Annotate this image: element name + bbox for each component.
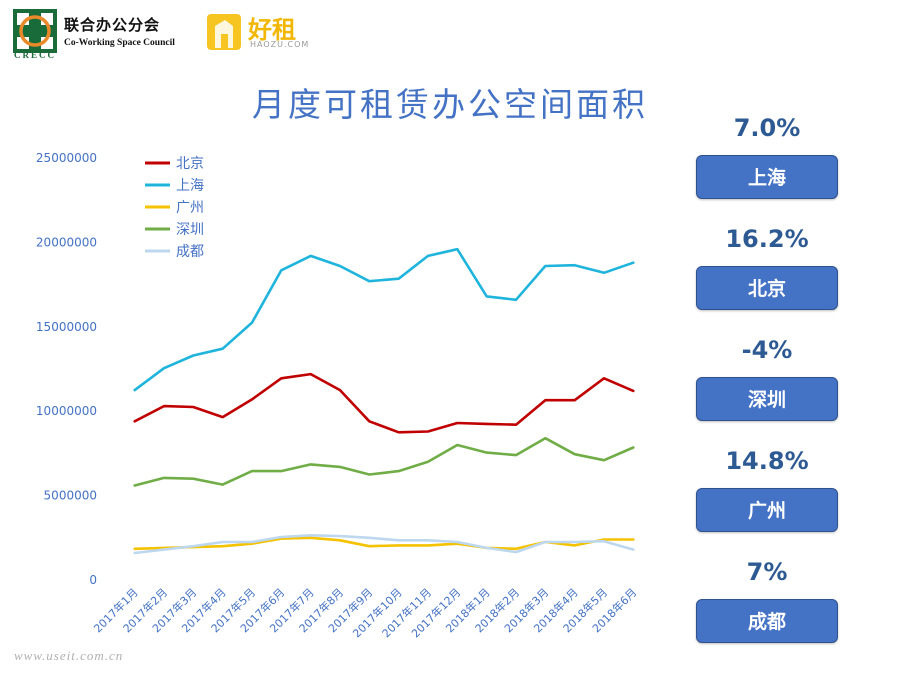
city-button[interactable]: 成都 — [696, 599, 838, 643]
growth-card: 7.0% 上海 — [696, 111, 838, 199]
city-button[interactable]: 上海 — [696, 155, 838, 199]
y-tick-label: 0 — [89, 573, 97, 587]
header: 联合办公分会 Co-Working Space Council CRECC 好租… — [0, 0, 900, 70]
y-tick-label: 20000000 — [36, 235, 97, 249]
line-chart: 0 5000000 10000000 15000000 20000000 25000000… — [36, 151, 640, 640]
growth-card: 7% 成都 — [696, 555, 838, 643]
org-name-en: Co-Working Space Council — [64, 38, 175, 48]
crecc-logo-icon — [13, 9, 57, 53]
growth-card: 16.2% 北京 — [696, 222, 838, 310]
watermark: www.useit.com.cn — [14, 648, 124, 663]
legend-label-shenzhen: 深圳 — [176, 222, 204, 238]
haozu-logo-icon — [207, 14, 241, 50]
city-button[interactable]: 深圳 — [696, 377, 838, 421]
growth-percent: 7% — [746, 558, 788, 586]
y-tick-label: 15000000 — [36, 320, 97, 334]
growth-percent: 14.8% — [725, 447, 809, 475]
org-abbr: CRECC — [14, 50, 57, 60]
partner-name: 好租 — [248, 16, 296, 44]
org-name: 联合办公分会 — [64, 16, 161, 34]
y-tick-label: 5000000 — [44, 489, 97, 503]
growth-percent: -4% — [741, 336, 793, 364]
legend-label-chengdu: 成都 — [176, 244, 204, 260]
partner-domain: HAOZU.COM — [250, 40, 310, 49]
city-button[interactable]: 广州 — [696, 488, 838, 532]
legend-label-shanghai: 上海 — [176, 178, 204, 194]
series-line-shanghai — [133, 247, 635, 392]
y-tick-label: 25000000 — [36, 151, 97, 165]
chart-title: 月度可租赁办公空间面积 — [252, 85, 648, 124]
city-button[interactable]: 北京 — [696, 266, 838, 310]
growth-card: 14.8% 广州 — [696, 444, 838, 532]
legend-label-beijing: 北京 — [176, 156, 204, 172]
growth-percent: 7.0% — [733, 114, 801, 142]
y-tick-label: 10000000 — [36, 404, 97, 418]
legend-label-guangzhou: 广州 — [176, 200, 204, 216]
growth-card: -4% 深圳 — [696, 333, 838, 421]
series-line-beijing — [133, 372, 635, 434]
series-line-shenzhen — [133, 436, 635, 487]
series-line-chengdu — [133, 533, 635, 555]
growth-percent: 16.2% — [725, 225, 809, 253]
